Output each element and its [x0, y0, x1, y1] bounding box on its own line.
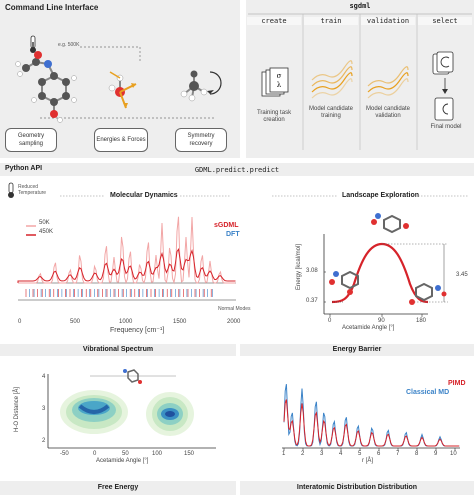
vib-title: Vibrational Spectrum — [82, 346, 154, 353]
cli-title: Command Line Interface — [5, 3, 99, 12]
landscape-xlabel: Acetamide Angle [°] — [342, 325, 395, 331]
barrier-header-panel — [240, 344, 474, 356]
cli-box-symmetry-recovery: Symmetry recovery — [175, 128, 227, 152]
landscape-xtick-180: 180 — [416, 318, 427, 324]
vib-xlabel: Acetamide Angle [°] — [96, 458, 149, 464]
vib-ytick-3: 3 — [42, 406, 46, 412]
cmd-select[interactable]: select — [418, 17, 472, 25]
md-xlabel: Frequency [cm⁻¹] — [110, 327, 165, 334]
vib-xtick--50: -50 — [60, 451, 69, 457]
step-model-validation: Model candidate validation — [365, 106, 411, 119]
rdf-xtick-3: 3 — [320, 451, 324, 457]
landscape-xtick-0: 0 — [328, 318, 332, 324]
vib-header-panel — [0, 344, 236, 356]
md-sgdml-label: sGDML — [214, 222, 239, 229]
vib-xtick-50: 50 — [122, 451, 129, 457]
md-xtick-1000: 1000 — [119, 319, 133, 325]
md-xtick-2000: 2000 — [227, 319, 241, 325]
vib-ytick-2: 2 — [42, 438, 46, 444]
cmd-train[interactable]: train — [304, 17, 358, 25]
footer-distribution: Interatomic Distribution Distribution — [296, 484, 418, 491]
methyl-group-molecule — [180, 70, 222, 102]
rdf-xtick-7: 7 — [396, 451, 400, 457]
rdf-xtick-1: 1 — [282, 451, 286, 457]
cli-box-energies-forces: Energies & Forces — [94, 128, 148, 152]
acetaminophen-molecule — [15, 51, 77, 123]
landscape-xtick-90: 90 — [378, 318, 385, 324]
md-xtick-1500: 1500 — [173, 319, 187, 325]
free-energy-molecule — [123, 369, 142, 384]
forces-molecule — [108, 71, 137, 109]
rdf-xtick-2: 2 — [301, 451, 305, 457]
normal-modes-label: Normal Modes — [218, 306, 251, 312]
rdf-xtick-4: 4 — [339, 451, 343, 457]
vib-xtick-150: 150 — [184, 451, 195, 457]
md-legend-450k: 450K — [39, 229, 54, 235]
md-legend-50k-swatch — [26, 225, 36, 227]
training-curves-icon — [311, 60, 353, 99]
python-api-title: Python API — [5, 165, 43, 172]
cli-dashed-connector — [40, 46, 215, 119]
molecule-left-icon — [329, 270, 359, 295]
md-dft-label: DFT — [226, 231, 240, 238]
landscape-ytick-037: 0.37 — [306, 298, 318, 304]
molecule-right-icon — [409, 282, 447, 305]
python-api-bar — [0, 163, 474, 176]
molecule-top-icon — [371, 213, 409, 234]
rdf-legend-classical-md: Classical MD — [406, 389, 450, 396]
md-xtick-0: 0 — [18, 319, 22, 325]
landscape-title: Landscape Exploration — [342, 192, 420, 199]
rdf-xtick-6: 6 — [377, 451, 381, 457]
predict-call[interactable]: GDML.predict.predict — [194, 166, 280, 174]
rdf-xtick-5: 5 — [358, 451, 362, 457]
rdf-legend-pimd: PIMD — [448, 380, 466, 387]
rdf-xtick-10: 10 — [450, 451, 457, 457]
md-title: Molecular Dynamics — [110, 192, 178, 199]
vib-ytick-4: 4 — [42, 374, 46, 380]
vib-xtick-100: 100 — [152, 451, 163, 457]
reduced-temperature-label: Reduced Temperature — [18, 184, 47, 196]
cli-box-geometry-sampling: Geometry sampling — [5, 128, 57, 152]
sgdml-separators — [248, 13, 472, 150]
thermometer-icon — [30, 35, 36, 53]
landscape-ytick-308: 3.08 — [306, 268, 318, 274]
svg-text:σ: σ — [277, 72, 282, 80]
md-legend-50k: 50K — [39, 220, 50, 226]
footer-free-energy: Free Energy — [97, 484, 139, 491]
md-series-450k-line — [17, 247, 236, 283]
footer-left-panel — [0, 481, 236, 495]
landscape-barrier-value: 3.45 — [456, 272, 468, 278]
footer-right-panel — [240, 481, 474, 495]
free-energy-contour-plot — [47, 374, 216, 449]
rdf-pimd-line — [283, 399, 460, 447]
step-final-model: Final model — [430, 124, 462, 130]
sgdml-title: sgdml — [349, 2, 371, 10]
cmd-validation[interactable]: validation — [361, 17, 415, 25]
rdf-xtick-9: 9 — [434, 451, 438, 457]
cmd-create[interactable]: create — [247, 17, 301, 25]
validation-curves-icon — [367, 66, 409, 99]
temp-hint: e.g. 500K — [58, 42, 80, 48]
landscape-title-dashes — [272, 195, 468, 197]
md-series-50k-line — [18, 216, 236, 285]
task-file-icon: σ λ — [261, 67, 289, 97]
rdf-xtick-8: 8 — [415, 451, 419, 457]
svg-text:λ: λ — [277, 81, 282, 89]
reduced-temperature-icon — [8, 182, 14, 198]
vib-ylabel: H-O Distance [Å] — [14, 386, 20, 432]
vib-xtick-0: 0 — [93, 451, 97, 457]
final-model-icon — [432, 51, 454, 121]
rdf-chart — [282, 384, 460, 451]
landscape-ylabel: Energy [kcal/mol] — [296, 243, 302, 290]
step-model-training: Model candidate training — [308, 106, 354, 119]
rdf-xlabel: r [Å] — [362, 458, 374, 464]
md-title-dashes — [60, 195, 230, 197]
md-xtick-500: 500 — [70, 319, 81, 325]
step-task-creation: Training task creation — [256, 110, 292, 123]
barrier-title: Energy Barrier — [332, 346, 382, 353]
md-legend-450k-swatch — [26, 234, 36, 236]
md-spectrum-chart — [17, 216, 236, 301]
